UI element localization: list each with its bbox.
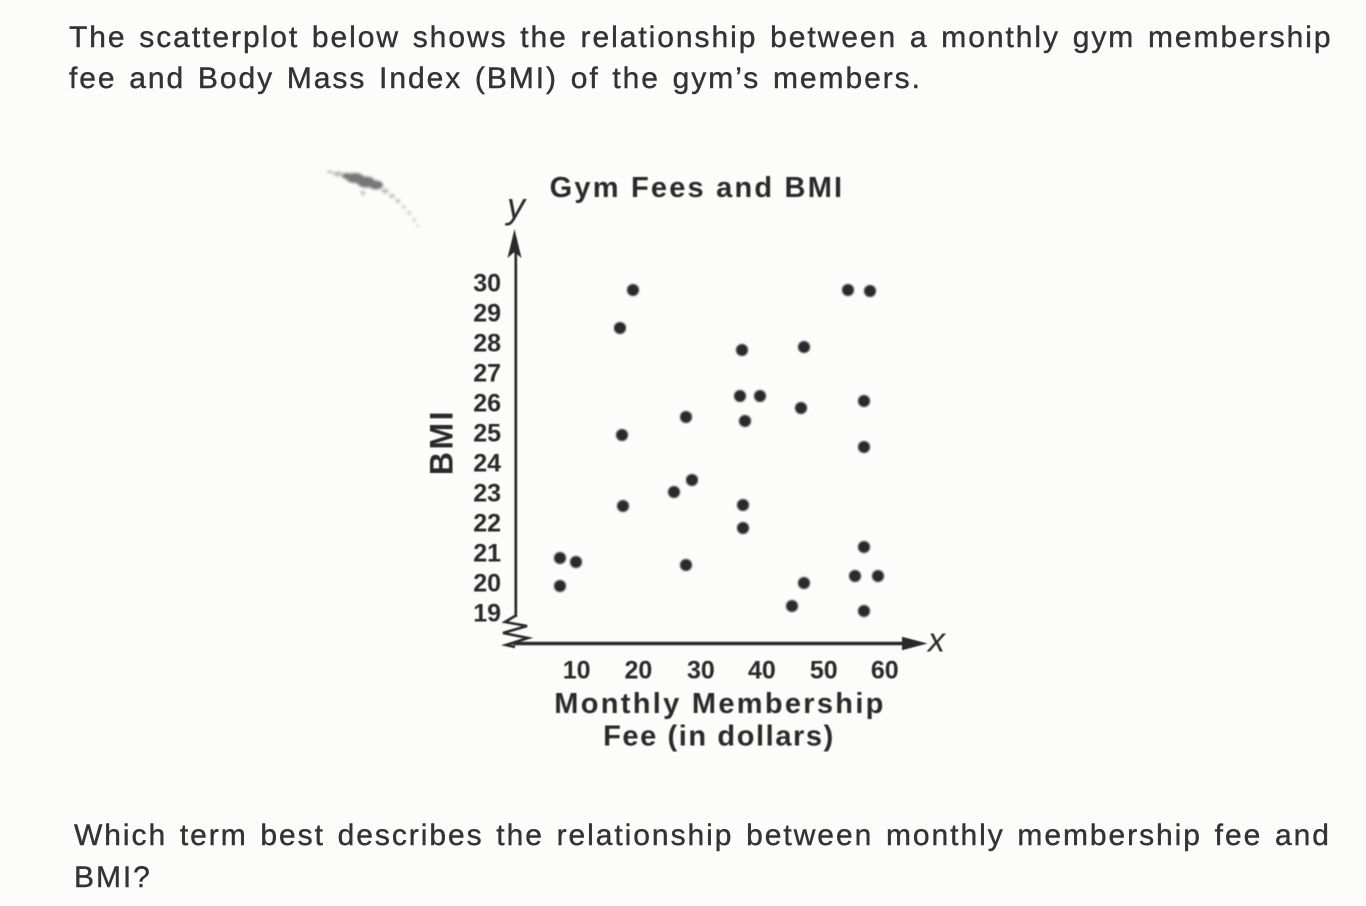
svg-text:30: 30 — [473, 270, 501, 298]
svg-text:23: 23 — [473, 480, 501, 508]
svg-text:24: 24 — [473, 450, 501, 478]
svg-text:Monthly Membership: Monthly Membership — [554, 688, 885, 720]
svg-text:Gym Fees and BMI: Gym Fees and BMI — [550, 172, 845, 204]
svg-text:x: x — [926, 622, 946, 660]
svg-text:20: 20 — [624, 657, 652, 685]
svg-text:BMI: BMI — [424, 409, 460, 475]
svg-text:19: 19 — [473, 599, 501, 627]
svg-text:21: 21 — [473, 540, 501, 568]
svg-text:60: 60 — [871, 657, 899, 685]
svg-text:20: 20 — [473, 570, 501, 598]
svg-text:Fee (in dollars): Fee (in dollars) — [603, 721, 835, 753]
svg-text:22: 22 — [473, 510, 501, 538]
svg-text:27: 27 — [473, 360, 501, 388]
svg-text:y: y — [504, 185, 527, 226]
svg-text:28: 28 — [473, 330, 501, 358]
svg-text:25: 25 — [473, 420, 501, 448]
svg-text:10: 10 — [563, 657, 591, 685]
svg-text:26: 26 — [473, 390, 501, 418]
svg-text:40: 40 — [748, 657, 776, 685]
svg-text:50: 50 — [810, 657, 838, 685]
svg-text:30: 30 — [687, 657, 715, 685]
svg-text:29: 29 — [473, 300, 501, 328]
